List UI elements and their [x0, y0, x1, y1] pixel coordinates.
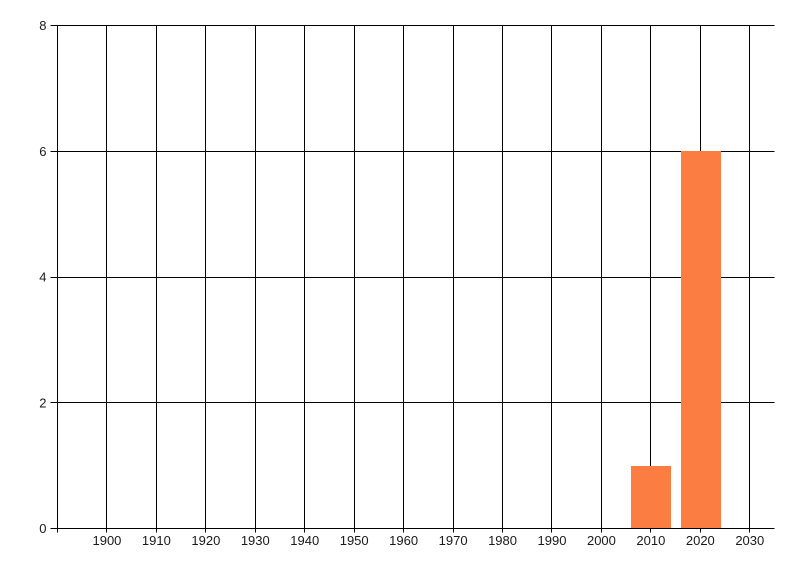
x-tick-label-2000: 2000 — [587, 533, 616, 548]
x-tick-label-2010: 2010 — [636, 533, 665, 548]
x-tick-label-1990: 1990 — [538, 533, 567, 548]
x-tick-label-1970: 1970 — [439, 533, 468, 548]
y-tick-label-2: 2 — [39, 395, 46, 410]
x-tick-label-2020: 2020 — [686, 533, 715, 548]
bar-2010 — [631, 466, 671, 529]
x-tick-label-1950: 1950 — [340, 533, 369, 548]
x-tick-label-1940: 1940 — [290, 533, 319, 548]
y-tick-label-8: 8 — [39, 18, 46, 33]
y-tick-label-6: 6 — [39, 144, 46, 159]
x-tick-label-1900: 1900 — [92, 533, 121, 548]
y-tick-label-0: 0 — [39, 521, 46, 536]
x-tick-label-1980: 1980 — [488, 533, 517, 548]
x-tick-label-1910: 1910 — [142, 533, 171, 548]
x-tick-label-1960: 1960 — [389, 533, 418, 548]
x-tick-label-2030: 2030 — [735, 533, 764, 548]
bar-2020 — [681, 151, 721, 528]
y-tick-label-4: 4 — [39, 270, 46, 285]
x-tick-label-1920: 1920 — [191, 533, 220, 548]
x-tick-label-1930: 1930 — [241, 533, 270, 548]
